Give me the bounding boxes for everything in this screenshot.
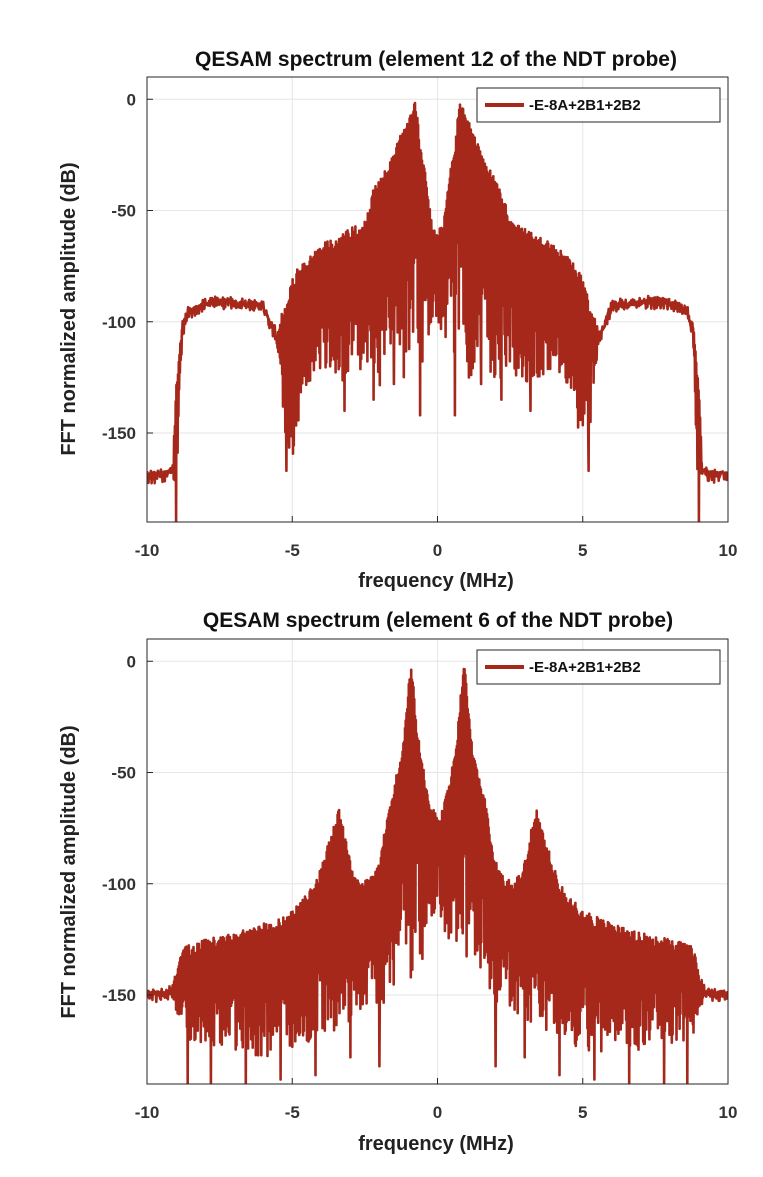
chart-title: QESAM spectrum (element 12 of the NDT pr…	[195, 48, 677, 71]
chart-title: QESAM spectrum (element 6 of the NDT pro…	[203, 609, 673, 632]
plot-area	[147, 667, 728, 1084]
plot-area	[147, 101, 728, 522]
y-tick-label: -50	[111, 764, 136, 783]
chart-element-12: QESAM spectrum (element 12 of the NDT pr…	[58, 48, 737, 592]
x-tick-label: -5	[285, 541, 300, 560]
x-tick-label: -10	[135, 541, 160, 560]
x-tick-label: 10	[719, 541, 738, 560]
x-axis-label: frequency (MHz)	[358, 1133, 514, 1155]
y-tick-label: 0	[127, 652, 136, 671]
y-axis-label: FFT normalized amplitude (dB)	[58, 162, 80, 455]
y-axis-label: FFT normalized amplitude (dB)	[58, 725, 80, 1018]
series-line	[147, 667, 728, 1084]
y-tick-label: -150	[102, 424, 136, 443]
x-tick-label: 5	[578, 1103, 587, 1122]
y-tick-label: 0	[127, 90, 136, 109]
series-line	[147, 101, 728, 522]
chart-element-6: QESAM spectrum (element 6 of the NDT pro…	[58, 609, 737, 1155]
legend[interactable]: -E-8A+2B1+2B2	[476, 649, 721, 685]
x-tick-label: -10	[135, 1103, 160, 1122]
tick-labels: -10 -5 0 5 100-50-100-150	[102, 90, 737, 560]
y-tick-label: -100	[102, 875, 136, 894]
legend-entry: -E-8A+2B1+2B2	[529, 97, 641, 114]
x-tick-label: 10	[719, 1103, 738, 1122]
x-tick-label: 5	[578, 541, 587, 560]
tick-labels: -10 -5 0 5 100-50-100-150	[102, 652, 737, 1122]
y-tick-label: -50	[111, 202, 136, 221]
y-tick-label: -100	[102, 313, 136, 332]
legend[interactable]: -E-8A+2B1+2B2	[476, 87, 721, 123]
x-tick-label: 0	[433, 541, 442, 560]
x-axis-label: frequency (MHz)	[358, 570, 514, 592]
legend-entry: -E-8A+2B1+2B2	[529, 659, 641, 676]
y-tick-label: -150	[102, 986, 136, 1005]
x-tick-label: -5	[285, 1103, 300, 1122]
x-tick-label: 0	[433, 1103, 442, 1122]
